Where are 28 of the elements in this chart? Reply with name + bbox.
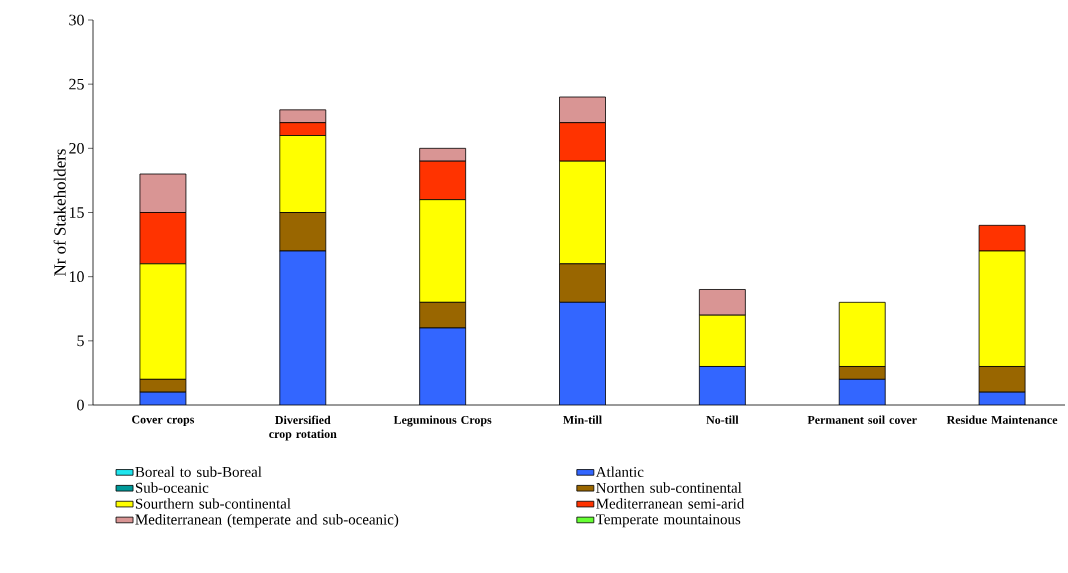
x-tick-label: No-till <box>706 415 739 424</box>
y-tick-label: 25 <box>69 78 84 90</box>
legend-label: Boreal to sub-Boreal <box>135 466 262 477</box>
bar <box>699 366 746 405</box>
bar <box>559 302 606 405</box>
x-tick-label: Diversified crop rotation <box>269 415 337 441</box>
legend-label: Atlantic <box>595 466 644 477</box>
y-tick-label: 30 <box>69 14 84 26</box>
x-tick-label: Cover crops <box>132 415 195 426</box>
legend-label: Sourthern sub-continental <box>135 498 291 509</box>
x-tick-label: Permanent soil cover <box>807 415 917 424</box>
bar <box>419 328 466 405</box>
bar <box>279 251 326 405</box>
x-tick-label: Min-till <box>563 415 602 424</box>
legend-label: Northen sub-continental <box>596 482 742 493</box>
x-tick-label: Residue Maintenance <box>946 415 1058 424</box>
legend-label: Mediterranean (temperate and sub-oceanic) <box>135 514 399 528</box>
bar <box>839 379 886 405</box>
legend-label: Sub-oceanic <box>135 482 209 493</box>
y-tick-label: 5 <box>77 335 84 347</box>
y-axis-title: Nr of Stakeholders <box>53 149 66 276</box>
y-tick-label: 15 <box>69 207 84 218</box>
y-tick-label: 0 <box>77 399 84 411</box>
y-tick-label: 20 <box>69 142 84 154</box>
x-tick-label: Leguminous Crops <box>393 415 492 427</box>
y-tick-label: 10 <box>69 271 84 283</box>
legend-label: Temperate mountainous <box>596 514 741 528</box>
legend-label: Mediterranean semi-arid <box>596 498 745 509</box>
